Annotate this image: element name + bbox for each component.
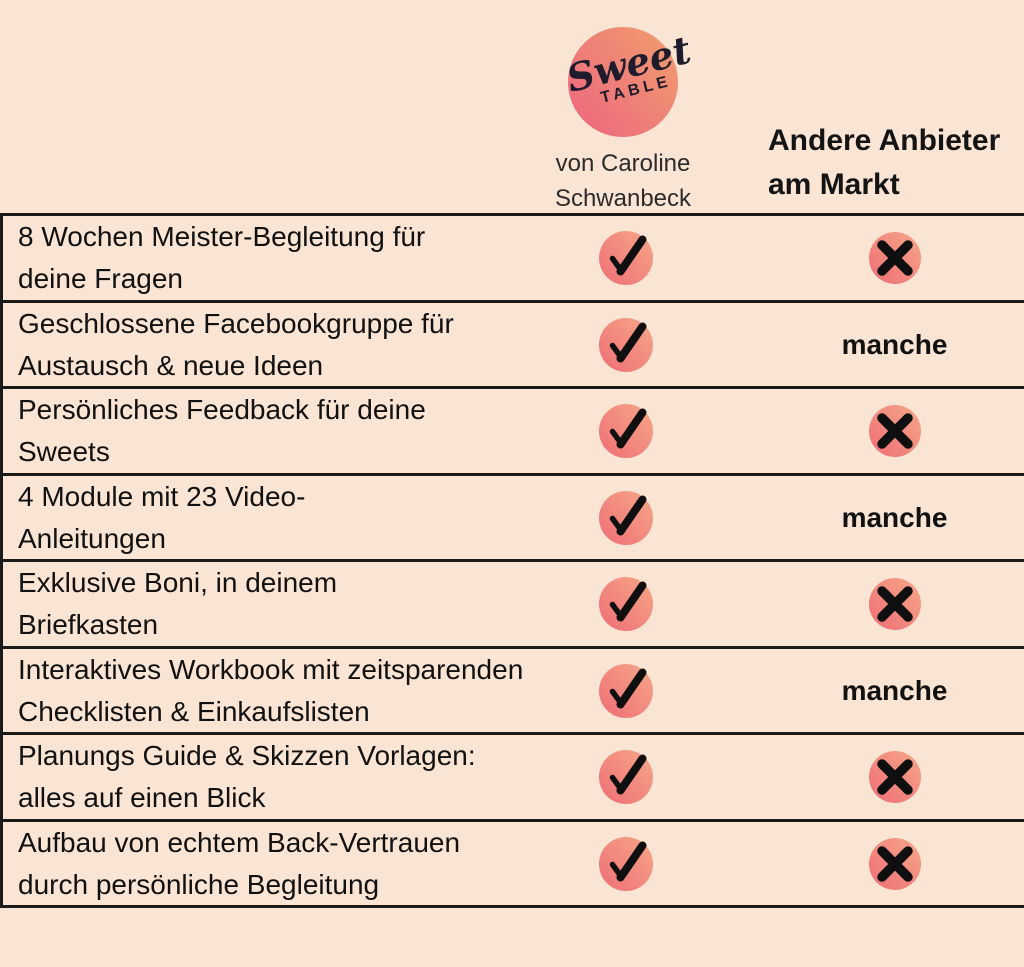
sweet-table-logo: Sweet TABLE (562, 27, 695, 137)
author-name-line1: von Caroline (555, 150, 691, 177)
comparison-table: 8 Wochen Meister-Begleitung für deine Fr… (0, 213, 1024, 908)
table-row: 8 Wochen Meister-Begleitung für deine Fr… (3, 213, 1024, 300)
table-row: Geschlossene Facebookgruppe für Austausc… (3, 299, 1024, 387)
sweet-table-cell (563, 402, 688, 460)
sweet-table-cell (563, 835, 688, 893)
others-cell (688, 231, 1024, 285)
table-row: Exklusive Boni, in deinem Briefkasten (3, 559, 1024, 646)
check-icon (598, 663, 653, 718)
cross-icon (868, 232, 921, 284)
cross-icon (868, 837, 921, 890)
sweet-table-cell (563, 316, 688, 374)
table-row: Aufbau von echtem Back-Vertrauen durch p… (3, 818, 1024, 906)
feature-text: Persönliches Feedback für deine Sweets (18, 394, 426, 467)
column-header-sweet-table: von Caroline Schwanbeck (502, 146, 744, 216)
others-cell: manche (688, 675, 1024, 707)
feature-text: Aufbau von echtem Back-Vertrauen durch p… (18, 826, 461, 900)
check-icon (598, 231, 653, 285)
feature-text: Geschlossene Facebookgruppe für Austausc… (18, 307, 454, 381)
table-row: Persönliches Feedback für deine Sweets (3, 386, 1024, 473)
others-header-line1: Andere Anbieter (768, 124, 1001, 157)
partial-availability-label: manche (841, 501, 948, 533)
feature-text: Interaktives Workbook mit zeitsparenden … (18, 653, 524, 727)
sweet-table-cell (563, 229, 688, 287)
sweet-table-cell (563, 748, 688, 806)
others-cell (688, 837, 1024, 891)
sweet-table-cell (563, 575, 688, 633)
cross-icon (868, 751, 921, 803)
check-icon (598, 836, 653, 891)
feature-text: 4 Module mit 23 Video- Anleitungen (18, 480, 306, 554)
sweet-table-cell (563, 489, 688, 547)
table-row: 4 Module mit 23 Video- Anleitungen manch… (3, 472, 1024, 560)
others-cell (688, 750, 1024, 804)
feature-text: Exklusive Boni, in deinem Briefkasten (18, 567, 338, 640)
check-icon (598, 317, 653, 372)
check-icon (598, 750, 653, 804)
table-row: Planungs Guide & Skizzen Vorlagen: alles… (3, 732, 1024, 819)
column-header-others: Andere Anbieter am Markt (768, 119, 1000, 207)
others-cell: manche (688, 502, 1024, 534)
table-row: Interaktives Workbook mit zeitsparenden … (3, 645, 1024, 733)
others-cell (688, 404, 1024, 458)
partial-availability-label: manche (841, 674, 948, 706)
feature-text: 8 Wochen Meister-Begleitung für deine Fr… (18, 221, 426, 294)
cross-icon (868, 578, 921, 630)
table-header: Sweet TABLE von Caroline Schwanbeck Ande… (0, 0, 1024, 213)
sweet-table-cell (563, 662, 688, 720)
cross-icon (868, 405, 921, 457)
author-name-line2: Schwanbeck (554, 185, 692, 212)
others-header-line2: am Markt (768, 168, 900, 201)
check-icon (598, 577, 653, 631)
others-cell (688, 577, 1024, 631)
partial-availability-label: manche (841, 328, 948, 360)
check-icon (598, 490, 653, 545)
logo-wordmark: Sweet TABLE (562, 27, 695, 115)
feature-text: Planungs Guide & Skizzen Vorlagen: alles… (18, 740, 476, 813)
others-cell: manche (688, 329, 1024, 361)
check-icon (598, 404, 653, 458)
